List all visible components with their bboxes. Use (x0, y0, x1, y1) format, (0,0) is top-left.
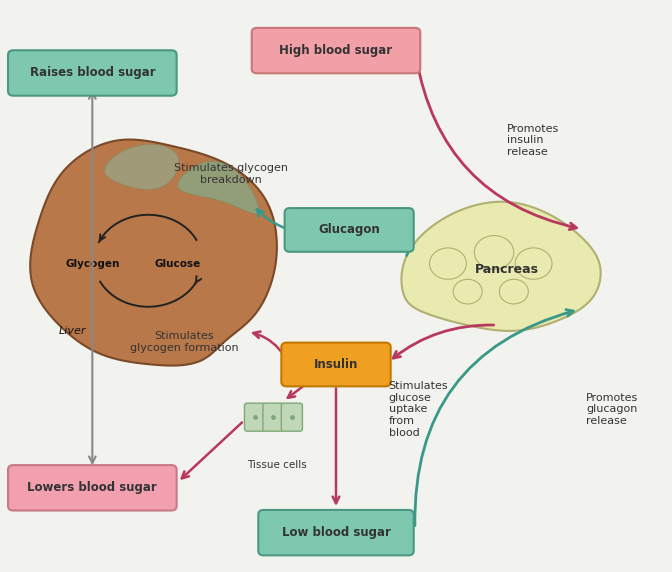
FancyBboxPatch shape (8, 50, 177, 96)
FancyBboxPatch shape (245, 403, 265, 431)
Polygon shape (105, 145, 179, 189)
Text: Insulin: Insulin (314, 358, 358, 371)
FancyBboxPatch shape (285, 208, 414, 252)
Text: Pancreas: Pancreas (475, 263, 539, 276)
FancyBboxPatch shape (258, 510, 414, 555)
Text: Glucagon: Glucagon (319, 224, 380, 236)
Text: Liver: Liver (59, 326, 86, 336)
Text: Lowers blood sugar: Lowers blood sugar (28, 481, 157, 494)
Text: Promotes
glucagon
release: Promotes glucagon release (586, 393, 638, 426)
Text: Stimulates
glycogen formation: Stimulates glycogen formation (130, 331, 239, 353)
Text: Stimulates
glucose
uptake
from
blood: Stimulates glucose uptake from blood (388, 381, 448, 438)
Text: Tissue cells: Tissue cells (247, 460, 306, 470)
Text: High blood sugar: High blood sugar (280, 44, 392, 57)
Text: Glycogen: Glycogen (65, 259, 120, 269)
FancyBboxPatch shape (282, 343, 390, 386)
Text: Raises blood sugar: Raises blood sugar (30, 66, 155, 80)
Polygon shape (178, 161, 259, 213)
Polygon shape (30, 140, 277, 366)
FancyBboxPatch shape (8, 465, 177, 510)
FancyBboxPatch shape (282, 403, 302, 431)
FancyBboxPatch shape (263, 403, 284, 431)
FancyBboxPatch shape (252, 28, 420, 73)
Text: Stimulates glycogen
breakdown: Stimulates glycogen breakdown (173, 163, 288, 185)
Text: Glucose: Glucose (155, 259, 201, 269)
Text: Promotes
insulin
release: Promotes insulin release (507, 124, 560, 157)
Polygon shape (401, 202, 601, 331)
Text: Low blood sugar: Low blood sugar (282, 526, 390, 539)
